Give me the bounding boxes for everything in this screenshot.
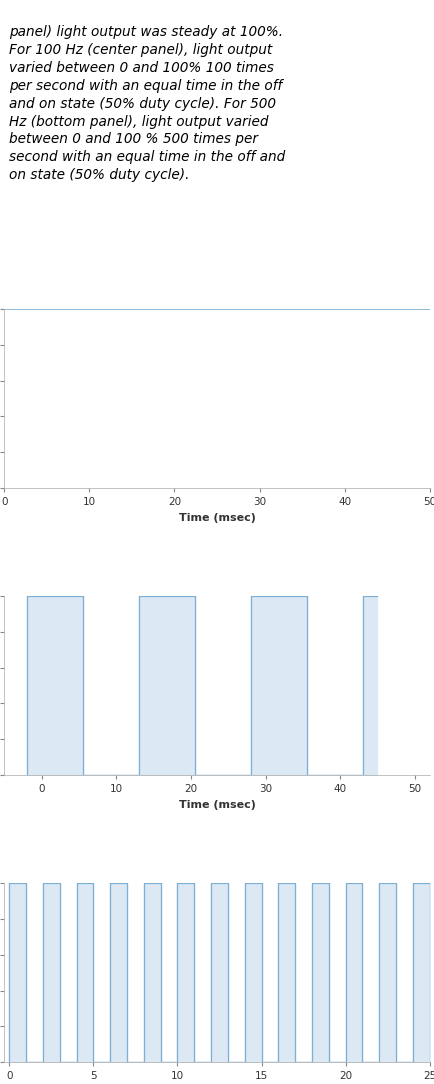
X-axis label: Time (msec): Time (msec) (178, 513, 256, 522)
X-axis label: Time (msec): Time (msec) (178, 800, 256, 810)
Text: panel) light output was steady at 100%.
For 100 Hz (center panel), light output
: panel) light output was steady at 100%. … (9, 25, 285, 182)
